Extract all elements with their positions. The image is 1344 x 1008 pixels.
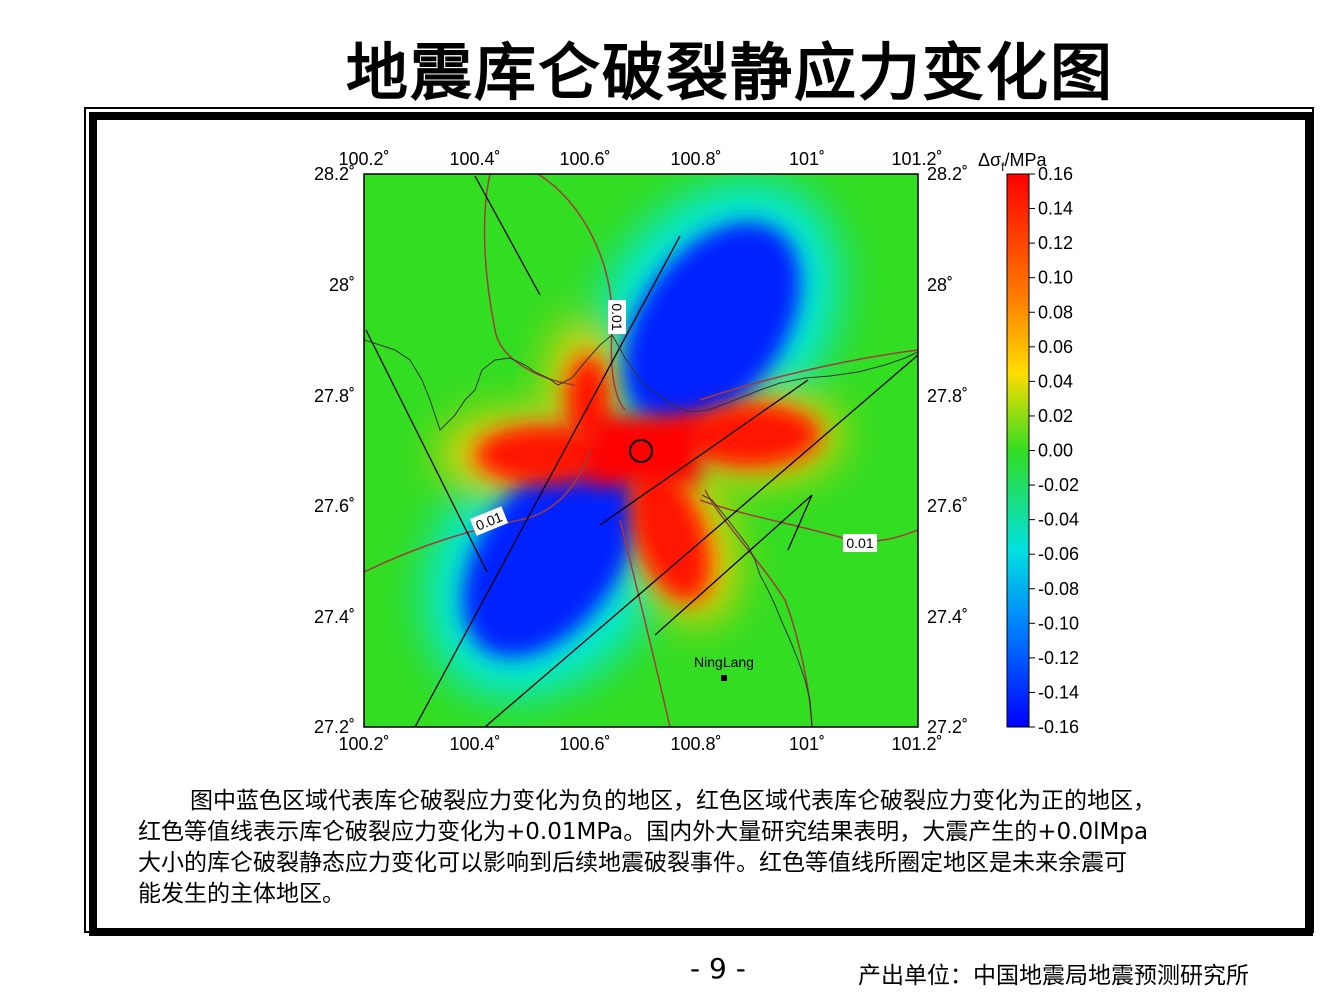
lat-tick-label: 27.6˚ <box>314 496 355 516</box>
lat-tick-label: 27.8˚ <box>927 386 968 406</box>
lat-ticks-right: 28.2˚ 28˚ 27.8˚ 27.6˚ 27.4˚ 27.2˚ <box>927 164 968 737</box>
description-line-1: 图中蓝色区域代表库仑破裂应力变化为负的地区，红色区域代表库仑破裂应力变化为正的地… <box>190 788 1156 814</box>
city-marker <box>721 675 727 681</box>
lat-tick-label: 27.4˚ <box>927 607 968 627</box>
lon-tick-label: 101.2˚ <box>891 149 942 169</box>
colorbar-tick-label: -0.02 <box>1038 475 1079 495</box>
fault-lines <box>365 175 918 727</box>
description-line-4: 能发生的主体地区。 <box>138 881 345 907</box>
lon-tick-label: 100.6˚ <box>559 149 610 169</box>
description-line-2: 红色等值线表示库仑破裂应力变化为+0.01MPa。国内外大量研究结果表明，大震产… <box>138 819 1149 845</box>
contour-label-2: 0.01 <box>608 300 626 334</box>
colorbar-tick-label: -0.06 <box>1038 544 1079 564</box>
boundary-line <box>364 334 918 431</box>
page-title: 地震库仑破裂静应力变化图 <box>345 36 1114 109</box>
lat-tick-label: 28.2˚ <box>314 164 355 184</box>
river-line <box>701 494 813 727</box>
figure-inner-frame <box>89 112 1313 936</box>
lat-tick-label: 28˚ <box>329 275 355 295</box>
colorbar-tick-label: 0.06 <box>1038 337 1073 357</box>
lon-tick-label: 101˚ <box>789 149 825 169</box>
colorbar-tick-label: -0.04 <box>1038 510 1079 530</box>
lat-tick-label: 27.8˚ <box>314 386 355 406</box>
lon-tick-label: 100.8˚ <box>670 149 721 169</box>
colorbar-title: Δσf/MPa <box>978 150 1047 174</box>
epicenter-marker <box>629 439 653 463</box>
svg-text:0.01: 0.01 <box>846 535 873 551</box>
colorbar-tick-label: 0.08 <box>1038 302 1073 322</box>
lon-tick-label: 100.4˚ <box>449 149 500 169</box>
svg-text:0.01: 0.01 <box>609 303 625 330</box>
page-number: - 9 - <box>690 952 746 985</box>
colorbar-tick-label: 0.16 <box>1038 164 1073 184</box>
lon-tick-label: 100.2˚ <box>338 734 389 754</box>
lat-ticks-left: 28.2˚ 28˚ 27.8˚ 27.6˚ 27.4˚ 27.2˚ <box>314 164 355 737</box>
lat-tick-label: 28˚ <box>927 275 953 295</box>
lon-tick-label: 100.4˚ <box>449 734 500 754</box>
lat-tick-label: 27.2˚ <box>927 717 968 737</box>
colorbar-tick-label: 0.10 <box>1038 268 1073 288</box>
lon-tick-label: 101˚ <box>789 734 825 754</box>
colorbar-ticks: 0.16 0.14 0.12 0.10 0.08 0.06 0.04 0.02 0.00 -0.0… <box>1029 164 1079 737</box>
figure-description: 图中蓝色区域代表库仑破裂应力变化为负的地区，红色区域代表库仑破裂应力变化为正的地… <box>138 786 1298 910</box>
stress-field <box>364 174 918 727</box>
colorbar: Δσf/MPa 0.16 0.14 0.12 0.10 0.08 0.06 0.04 0.02… <box>978 150 1079 737</box>
lon-tick-label: 100.8˚ <box>670 734 721 754</box>
colorbar-tick-label: 0.00 <box>1038 441 1073 461</box>
colorbar-tick-label: 0.04 <box>1038 371 1073 391</box>
lat-tick-label: 27.4˚ <box>314 607 355 627</box>
lon-ticks-bottom: 100.2˚ 100.4˚ 100.6˚ 100.8˚ 101˚ 101.2˚ <box>338 734 942 754</box>
lat-tick-label: 28.2˚ <box>927 164 968 184</box>
colorbar-tick-label: -0.16 <box>1038 717 1079 737</box>
colorbar-tick-label: -0.14 <box>1038 682 1079 702</box>
colorbar-tick-label: 0.14 <box>1038 199 1073 219</box>
colorbar-tick-label: -0.08 <box>1038 579 1079 599</box>
lon-tick-label: 101.2˚ <box>891 734 942 754</box>
colorbar-tick-label: 0.12 <box>1038 233 1073 253</box>
lat-tick-label: 27.6˚ <box>927 496 968 516</box>
contour-label-3: 0.01 <box>843 534 877 552</box>
lat-tick-label: 27.2˚ <box>314 717 355 737</box>
lon-tick-label: 100.2˚ <box>338 149 389 169</box>
map-border <box>363 173 919 728</box>
producer-credit: 产出单位：中国地震局地震预测研究所 <box>858 963 1249 989</box>
colorbar-tick-label: -0.12 <box>1038 648 1079 668</box>
lon-ticks-top: 100.2˚ 100.4˚ 100.6˚ 100.8˚ 101˚ 101.2˚ <box>338 149 942 169</box>
city-label: NingLang <box>694 654 754 670</box>
description-line-3: 大小的库仑破裂静态应力变化可以影响到后续地震破裂事件。红色等值线所圈定地区是未来… <box>138 850 1127 876</box>
lon-tick-label: 100.6˚ <box>559 734 610 754</box>
colorbar-tick-label: 0.02 <box>1038 406 1073 426</box>
colorbar-tick-label: -0.10 <box>1038 613 1079 633</box>
